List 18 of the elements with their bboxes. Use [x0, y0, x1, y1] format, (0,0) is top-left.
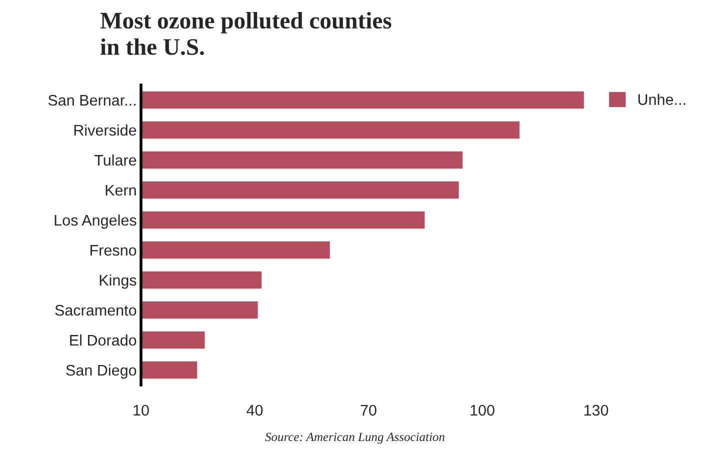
x-tick-label: 40	[246, 404, 263, 416]
y-tick-label: Tulare	[94, 154, 136, 166]
y-tick-label: El Dorado	[70, 334, 136, 346]
y-tick-label: Riverside	[74, 124, 136, 136]
y-tick-label: Fresno	[90, 245, 136, 256]
y-tick-label: Kings	[100, 274, 136, 289]
source-note: Source: American Lung Association	[265, 432, 444, 444]
y-tick-label: San Diego	[66, 364, 136, 379]
x-tick-label: 130	[584, 404, 608, 416]
y-tick-label: Los Angeles	[54, 214, 136, 229]
y-tick-label: Kern	[106, 185, 136, 196]
x-tick-label: 10	[134, 404, 149, 416]
x-tick-label: 70	[360, 404, 376, 416]
chart-title: Most ozone polluted counties in the U.S.	[100, 12, 392, 56]
y-tick-label: Sacramento	[55, 304, 136, 316]
x-tick-label: 100	[470, 404, 494, 416]
legend-label: Unhe...	[638, 94, 686, 105]
y-tick-label: San Bernar...	[48, 94, 136, 106]
